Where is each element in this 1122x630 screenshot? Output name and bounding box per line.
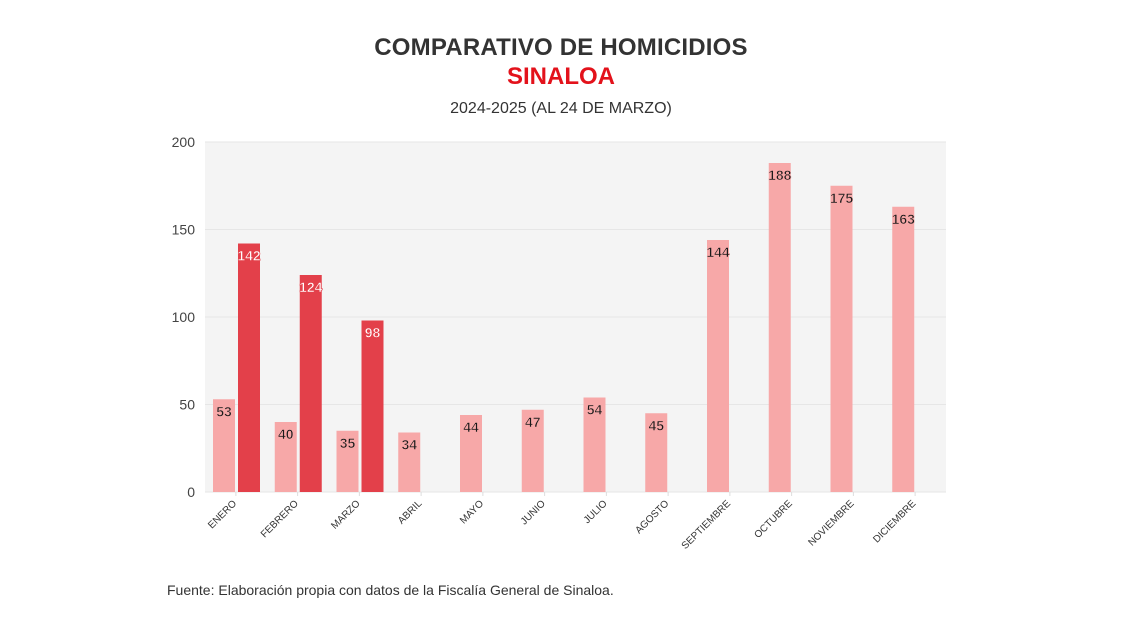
gridlines <box>205 141 946 493</box>
data-label: 142 <box>237 248 261 264</box>
y-tick-label: 0 <box>187 484 195 500</box>
data-label: 40 <box>278 426 294 442</box>
x-tick-label: NOVIEMBRE <box>806 498 856 548</box>
data-label: 44 <box>463 419 479 435</box>
y-tick-label: 150 <box>172 222 196 238</box>
x-tick-label: AGOSTO <box>633 498 671 536</box>
data-label: 53 <box>216 403 232 419</box>
chart-title: COMPARATIVO DE HOMICIDIOS <box>374 34 748 61</box>
bar-2024-junio <box>521 409 544 492</box>
bar-2025-febrero <box>299 275 322 492</box>
y-tick-label: 50 <box>179 397 195 413</box>
data-label: 34 <box>401 437 417 453</box>
x-tick-label: FEBRERO <box>259 498 301 540</box>
data-label: 124 <box>299 279 323 295</box>
bar-2024-octubre <box>768 163 791 492</box>
y-tick-label: 100 <box>172 309 196 325</box>
bar-2024-septiembre <box>707 240 729 492</box>
data-label: 47 <box>525 414 541 430</box>
data-label: 45 <box>648 417 664 433</box>
x-tick-label: JUNIO <box>519 498 548 527</box>
bar-2025-enero <box>238 243 260 492</box>
chart-period: 2024-2025 (AL 24 DE MARZO) <box>450 100 672 117</box>
data-label: 35 <box>340 435 356 451</box>
bar-2024-febrero <box>274 422 297 492</box>
bar-2024-noviembre <box>830 185 853 492</box>
bar-2024-enero <box>213 399 235 492</box>
bar-2024-julio <box>583 397 606 492</box>
x-tick-label: SEPTIEMBRE <box>680 498 734 552</box>
x-tick-label: OCTUBRE <box>753 498 796 541</box>
data-label: 98 <box>365 325 381 341</box>
x-tick-label: ABRIL <box>396 498 425 527</box>
data-label: 175 <box>830 190 854 206</box>
bar-2024-agosto <box>645 413 668 492</box>
bar-2024-mayo <box>460 415 482 492</box>
chart-region: SINALOA <box>507 63 615 90</box>
x-tick-label: MARZO <box>329 498 362 531</box>
data-labels: 53 142 40 124 35 98 34 44 47 54 45 144 188 175 163 <box>216 167 916 453</box>
bar-2024-marzo <box>336 430 359 492</box>
y-axis: 0 50 100 150 200 <box>172 134 196 500</box>
data-label: 188 <box>768 167 792 183</box>
data-label: 144 <box>706 244 730 260</box>
bar-2024-abril <box>398 432 421 492</box>
bar-2025-marzo <box>361 320 384 492</box>
bars <box>213 163 915 492</box>
source-note: Fuente: Elaboración propia con datos de … <box>167 582 614 598</box>
x-tick-label: JULIO <box>582 498 610 526</box>
y-tick-label: 200 <box>172 134 196 150</box>
x-tick-label: DICIEMBRE <box>871 498 918 545</box>
data-label: 54 <box>587 402 603 418</box>
bar-2024-diciembre <box>892 206 915 492</box>
x-tick-label: MAYO <box>458 498 486 526</box>
data-label: 163 <box>892 211 916 227</box>
x-axis: ENERO FEBRERO MARZO ABRIL MAYO JUNIO JULIO AGOS… <box>206 492 919 552</box>
x-tick-label: ENERO <box>206 498 239 531</box>
